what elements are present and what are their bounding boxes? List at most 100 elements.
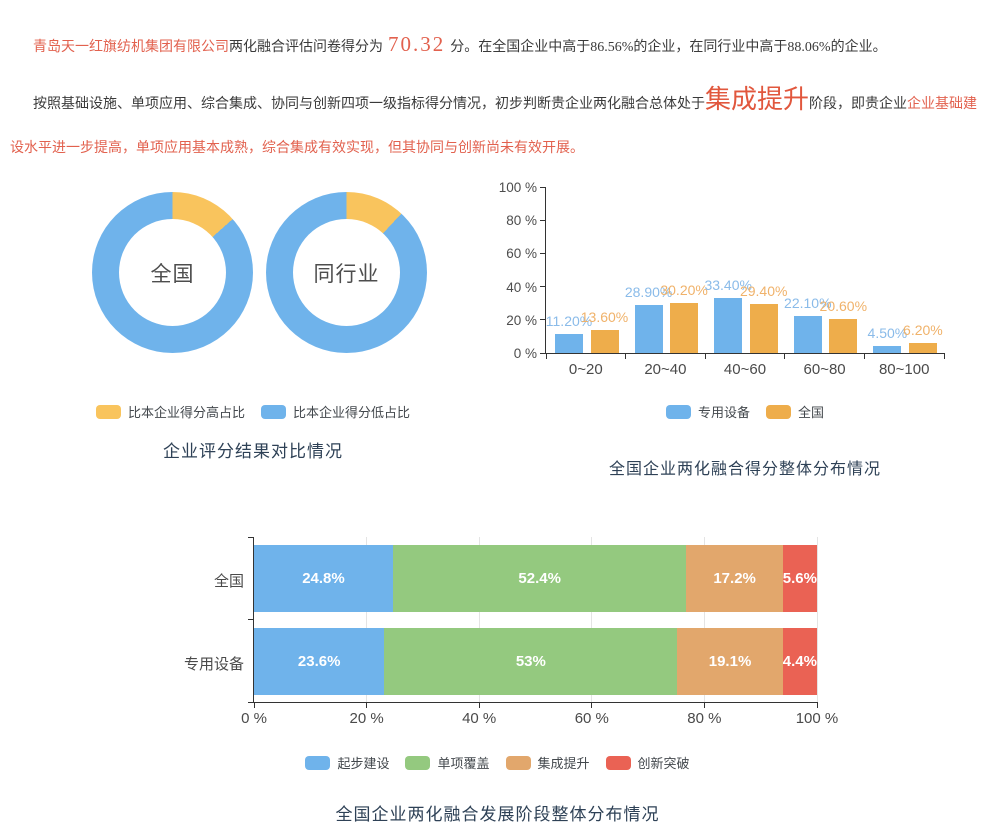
y-tick-label: 0 % bbox=[513, 346, 537, 361]
company-name: 青岛天一红旗纺机集团有限公司 bbox=[33, 40, 229, 55]
x-axis-tick bbox=[253, 702, 255, 708]
x-axis-tick bbox=[943, 353, 945, 359]
x-axis-tick bbox=[784, 353, 786, 359]
y-axis-tick bbox=[248, 619, 254, 620]
x-axis-tick bbox=[704, 353, 706, 359]
bar-专用设备 bbox=[714, 297, 743, 353]
score-bar-legend: 专用设备 全国 bbox=[545, 402, 945, 421]
legend-label: 比本企业得分低占比 bbox=[293, 405, 411, 420]
y-axis-tick bbox=[540, 352, 546, 354]
legend-item-stage-2[interactable]: 单项覆盖 bbox=[405, 753, 490, 772]
bar-value-label: 28.90% bbox=[624, 284, 673, 300]
row-category-label: 全国 bbox=[213, 573, 244, 590]
score-lead-text: 两化融合评估问卷得分为 bbox=[229, 40, 383, 55]
stage-lead-text: 按照基础设施、单项应用、综合集成、协同与创新四项一级指标得分情况，初步判断贵企业… bbox=[33, 97, 705, 112]
score-distribution-plot: 0 % 20 % 40 % 60 % 80 % 100 % 0~20 11.20% 13.60%… bbox=[499, 180, 945, 378]
legend-item-higher-share[interactable]: 比本企业得分高占比 bbox=[95, 402, 245, 421]
x-axis-tick bbox=[591, 702, 593, 708]
y-axis-tick bbox=[248, 701, 254, 703]
legend-swatch-blue bbox=[305, 755, 331, 770]
x-category-label: 20~40 bbox=[644, 361, 687, 378]
pie-legend: 比本企业得分高占比 比本企业得分低占比 bbox=[30, 402, 476, 421]
gridline bbox=[366, 537, 368, 702]
x-category-label: 60~80 bbox=[803, 361, 846, 378]
legend-label: 集成提升 bbox=[537, 756, 590, 771]
x-category-label: 80~100 bbox=[878, 361, 930, 378]
segment-创新突破: 4.4% bbox=[782, 628, 817, 695]
segment-集成提升: 17.2% bbox=[686, 545, 783, 612]
legend-item-special-equipment[interactable]: 专用设备 bbox=[665, 402, 750, 421]
x-axis-tick bbox=[816, 702, 818, 708]
gridline bbox=[478, 537, 480, 702]
bar-全国 bbox=[590, 330, 619, 353]
bar-value-label: 30.20% bbox=[660, 281, 708, 298]
x-axis-tick bbox=[366, 702, 368, 708]
bar-专用设备 bbox=[634, 305, 663, 353]
legend-item-stage-1[interactable]: 起步建设 bbox=[305, 753, 389, 772]
score-bar-chart-title: 全国企业两化融合得分整体分布情况 bbox=[608, 461, 881, 478]
bar-value-label: 11.20% bbox=[545, 313, 593, 330]
gridline bbox=[591, 537, 593, 702]
x-axis-tick bbox=[703, 702, 705, 708]
bar-专用设备 bbox=[873, 345, 902, 353]
bar-全国 bbox=[670, 302, 699, 353]
legend-swatch-red bbox=[605, 755, 631, 770]
bar-全国 bbox=[749, 304, 778, 353]
legend-label: 创新突破 bbox=[637, 756, 690, 771]
stage-distribution-plot: 0 % 20 % 40 % 60 % 80 % 100 % 全国 24.8% 52.4% 17.2… bbox=[184, 536, 838, 727]
segment-集成提升: 19.1% bbox=[677, 628, 783, 695]
legend-swatch-yellow bbox=[95, 404, 121, 419]
x-tick-label: 80 % bbox=[687, 710, 722, 727]
score-summary-paragraph: 青岛天一红旗纺机集团有限公司两化融合评估问卷得分为 70.32 分。在全国企业中高于… bbox=[10, 27, 985, 65]
donut-chart-national: 全国 bbox=[92, 192, 253, 353]
bar-全国 bbox=[829, 318, 858, 353]
legend-swatch-blue bbox=[261, 404, 286, 419]
y-tick-label: 80 % bbox=[506, 213, 537, 229]
row-category-label: 专用设备 bbox=[183, 656, 244, 673]
legend-swatch-blue bbox=[665, 404, 691, 419]
stacked-row: 24.8% 52.4% 17.2% 5.6% bbox=[254, 545, 817, 612]
x-axis-tick bbox=[478, 702, 480, 708]
donut-industry-label: 同行业 bbox=[293, 219, 400, 326]
legend-item-stage-4[interactable]: 创新突破 bbox=[605, 753, 690, 772]
legend-label: 比本企业得分高占比 bbox=[127, 405, 245, 420]
legend-item-stage-3[interactable]: 集成提升 bbox=[505, 753, 590, 772]
y-axis-tick bbox=[540, 286, 546, 288]
legend-swatch-orange bbox=[505, 755, 531, 770]
y-axis-tick bbox=[540, 252, 546, 254]
x-tick-label: 40 % bbox=[462, 710, 497, 727]
legend-label: 单项覆盖 bbox=[437, 756, 490, 771]
stage-legend: 起步建设 单项覆盖 集成提升 创新突破 bbox=[200, 753, 795, 772]
bar-value-label: 22.10% bbox=[784, 295, 832, 312]
donut-chart-industry: 同行业 bbox=[266, 192, 427, 353]
y-tick-label: 40 % bbox=[506, 279, 537, 295]
segment-起步建设: 24.8% bbox=[254, 545, 393, 612]
legend-label: 全国 bbox=[798, 405, 825, 420]
x-tick-label: 0 % bbox=[241, 710, 267, 727]
x-tick-label: 60 % bbox=[574, 710, 609, 727]
stage-chart-title: 全国企业两化融合发展阶段整体分布情况 bbox=[335, 805, 660, 824]
x-axis-tick bbox=[863, 353, 865, 359]
donut-national-label: 全国 bbox=[119, 219, 226, 326]
legend-label: 起步建设 bbox=[337, 756, 390, 771]
bar-value-label: 20.60% bbox=[819, 297, 868, 314]
segment-创新突破: 5.6% bbox=[782, 545, 817, 612]
pie-chart-title: 企业评分结果对比情况 bbox=[163, 442, 343, 461]
legend-item-national[interactable]: 全国 bbox=[766, 402, 824, 421]
bar-value-label: 29.40% bbox=[739, 283, 788, 300]
x-tick-label: 100 % bbox=[795, 710, 839, 727]
stage-detail-text: 企业基础建设水平进一步提高，单项应用基本成熟，综合集成有效实现，但其协同与创新尚… bbox=[10, 97, 978, 156]
bar-value-label: 33.40% bbox=[704, 276, 752, 293]
y-tick-label: 20 % bbox=[506, 312, 537, 328]
score-value: 70.32 bbox=[388, 32, 446, 56]
bar-value-label: 6.20% bbox=[903, 321, 943, 338]
legend-item-lower-share[interactable]: 比本企业得分低占比 bbox=[261, 402, 410, 421]
y-axis-tick bbox=[540, 219, 546, 221]
stage-name-highlight: 集成提升 bbox=[705, 85, 810, 114]
y-axis-tick bbox=[248, 536, 254, 538]
y-tick-label: 100 % bbox=[498, 180, 537, 195]
gridline bbox=[703, 537, 705, 702]
segment-起步建设: 23.6% bbox=[254, 628, 385, 695]
bar-全国 bbox=[908, 342, 937, 353]
